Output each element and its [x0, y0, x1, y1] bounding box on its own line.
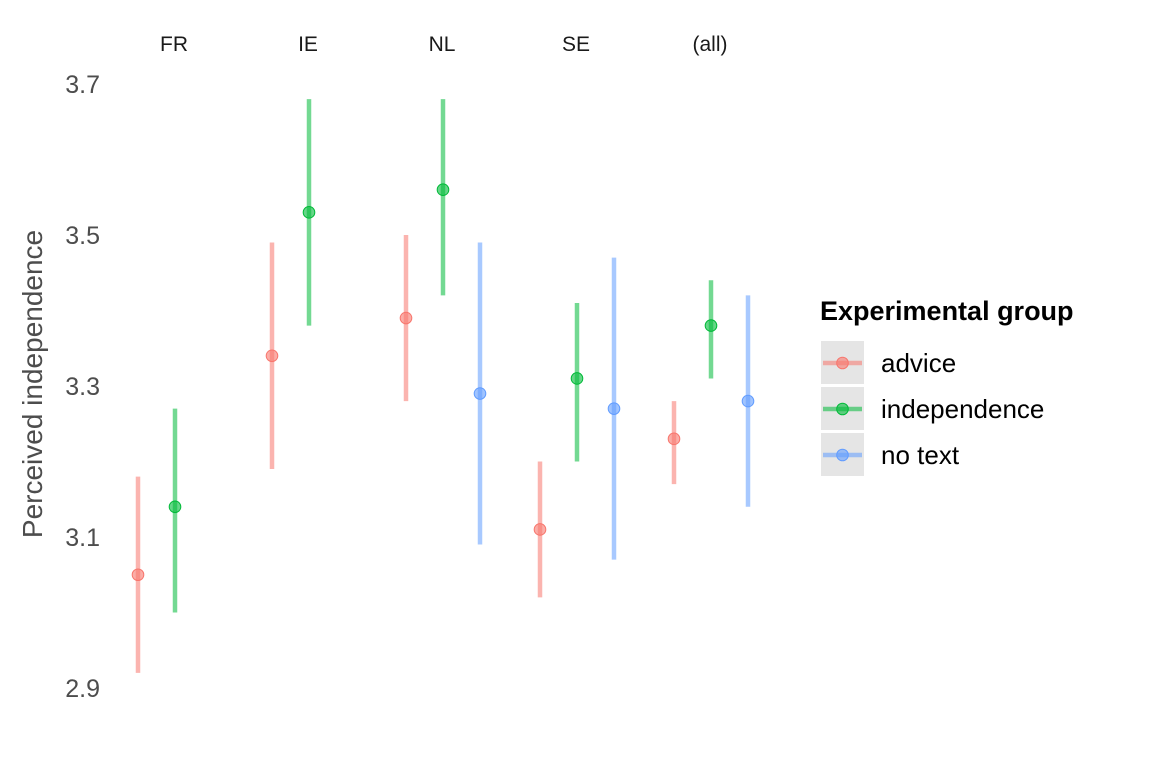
- legend-entry: independence: [821, 387, 1044, 430]
- facet-label: (all): [693, 33, 728, 56]
- data-point: [473, 387, 487, 400]
- legend-key-point: [836, 356, 849, 370]
- legend-label: independence: [881, 394, 1044, 424]
- data-point: [704, 319, 718, 332]
- legend-entries: advice independence no text: [821, 341, 1044, 476]
- facet-label: SE: [562, 33, 590, 56]
- legend-key-point: [836, 402, 849, 416]
- data-point: [667, 432, 681, 446]
- data-point: [533, 523, 547, 536]
- legend: Experimental group advice independence no …: [820, 296, 1074, 476]
- data-point: [607, 402, 621, 415]
- data-point: [131, 568, 145, 582]
- data-point: [168, 500, 182, 514]
- legend-key-point: [836, 448, 849, 462]
- facet-labels: FR IE NL SE (all): [160, 33, 728, 56]
- y-tick-label: 3.7: [65, 71, 100, 99]
- y-tick-label: 2.9: [65, 675, 100, 703]
- y-axis: 2.9 3.1 3.3 3.5 3.7: [65, 71, 100, 703]
- facet-label: NL: [429, 33, 456, 56]
- data-point: [570, 372, 584, 385]
- y-tick-label: 3.1: [65, 524, 100, 552]
- data-point: [265, 349, 279, 363]
- y-tick-label: 3.3: [65, 373, 100, 401]
- data-point: [399, 311, 413, 325]
- legend-label: advice: [881, 348, 956, 378]
- data-point: [741, 394, 755, 408]
- data-point: [302, 206, 316, 219]
- y-axis-title: Perceived independence: [17, 230, 48, 538]
- facet-label: FR: [160, 33, 188, 56]
- legend-title: Experimental group: [820, 296, 1074, 326]
- data-point: [436, 183, 450, 196]
- plot-marks: [131, 99, 755, 673]
- facet-label: IE: [298, 33, 318, 56]
- legend-label: no text: [881, 440, 960, 470]
- y-tick-label: 3.5: [65, 222, 100, 250]
- legend-entry: advice: [821, 341, 956, 384]
- legend-entry: no text: [821, 433, 960, 476]
